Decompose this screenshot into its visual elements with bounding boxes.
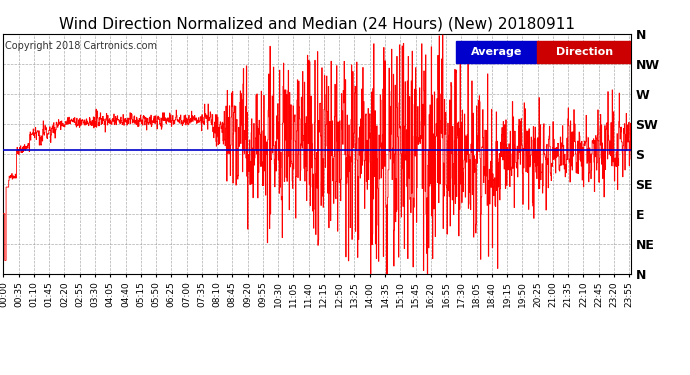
Text: Average: Average [471,47,522,57]
Text: Copyright 2018 Cartronics.com: Copyright 2018 Cartronics.com [5,41,157,51]
Text: Direction: Direction [555,47,613,57]
FancyBboxPatch shape [537,41,631,63]
FancyBboxPatch shape [455,41,537,63]
Title: Wind Direction Normalized and Median (24 Hours) (New) 20180911: Wind Direction Normalized and Median (24… [59,16,575,31]
